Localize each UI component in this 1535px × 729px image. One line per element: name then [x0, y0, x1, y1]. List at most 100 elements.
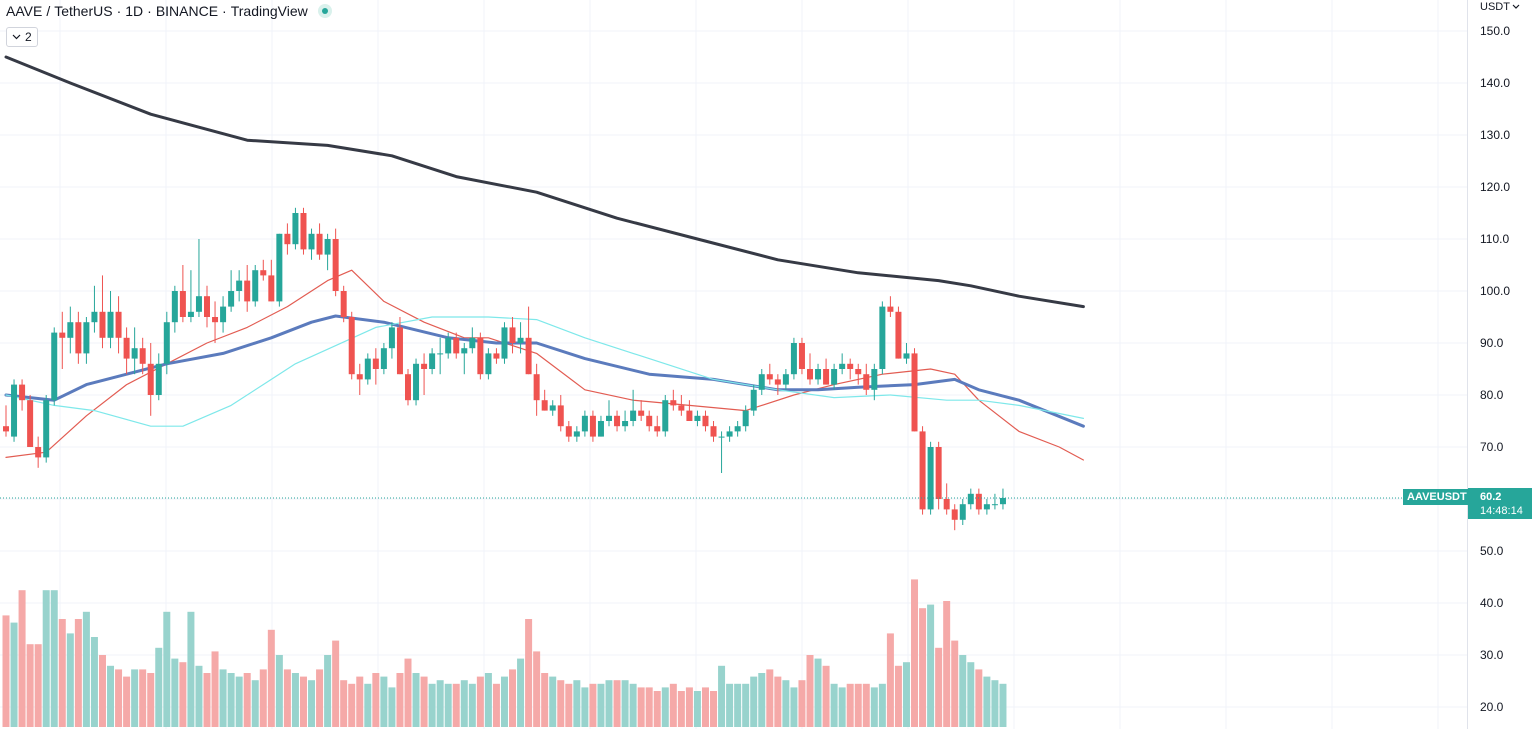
- indicators-toggle-button[interactable]: 2: [6, 27, 38, 47]
- candle-body: [19, 384, 26, 401]
- volume-bar: [959, 655, 967, 727]
- candle-body: [139, 348, 146, 364]
- price-axis[interactable]: 150.0 140.0 130.0 120.0 110.0 100.0 90.0 80.0 70…: [1480, 24, 1510, 714]
- candle: [187, 270, 194, 323]
- candle: [622, 410, 629, 432]
- candle: [171, 285, 178, 333]
- candle-body: [83, 322, 90, 354]
- volume-bar: [605, 680, 613, 727]
- candle-body: [975, 493, 982, 510]
- volume-bar: [227, 673, 235, 727]
- candle: [493, 348, 500, 364]
- candle-body: [879, 306, 886, 369]
- candle-body: [292, 213, 299, 245]
- candle-body: [27, 400, 34, 447]
- price-axis-border: [1467, 0, 1468, 729]
- candle: [115, 296, 122, 354]
- candle-body: [260, 270, 267, 276]
- candle: [967, 488, 974, 510]
- candle: [839, 353, 846, 375]
- indicator-count: 2: [25, 30, 32, 44]
- candle: [798, 337, 805, 375]
- candle: [139, 337, 146, 375]
- currency-select[interactable]: USDT: [1480, 1, 1520, 13]
- market-status-icon[interactable]: [317, 4, 332, 18]
- volume-bar: [541, 673, 549, 727]
- volume-bar: [299, 676, 307, 727]
- candle-body: [903, 353, 910, 359]
- candle: [975, 488, 982, 515]
- candle-body: [469, 337, 476, 349]
- volume-bar: [115, 669, 123, 727]
- price-tick-label: 90.0: [1480, 336, 1504, 350]
- volume-bar: [597, 683, 605, 727]
- volume-bar: [123, 676, 131, 727]
- candle-body: [195, 296, 202, 312]
- volume-bar: [581, 687, 589, 727]
- candle-body: [332, 239, 339, 291]
- volume-bar: [629, 683, 637, 727]
- candle: [453, 332, 460, 359]
- volume-bar: [58, 619, 66, 727]
- volume-bar: [18, 590, 26, 727]
- candle: [155, 353, 162, 401]
- candle-body: [405, 374, 411, 401]
- symbol-name[interactable]: AAVE: [6, 3, 43, 19]
- candle-body: [75, 322, 82, 354]
- volume-bar: [163, 611, 171, 727]
- candle-body: [927, 447, 934, 510]
- candle-body: [340, 291, 347, 317]
- volume-bar: [444, 683, 452, 727]
- volume-bar: [396, 673, 404, 727]
- candle: [509, 317, 516, 354]
- candle-body: [839, 363, 846, 369]
- candle-body: [541, 400, 548, 411]
- volume-bar: [308, 680, 316, 727]
- candle-body: [228, 291, 235, 307]
- volume-bar: [131, 669, 139, 727]
- candle-body: [815, 369, 822, 380]
- candle-body: [951, 509, 958, 520]
- candle: [710, 421, 717, 442]
- last-price-value: 60.2: [1480, 491, 1502, 503]
- candle-body: [557, 405, 564, 427]
- volume-bar: [661, 687, 669, 727]
- candle-body: [999, 497, 1006, 505]
- price-tick-label: 100.0: [1480, 284, 1510, 298]
- volume-bar: [348, 683, 356, 727]
- candle: [147, 343, 154, 416]
- candle-body: [718, 436, 725, 438]
- moving-average-line: [4, 55, 1085, 309]
- candle: [51, 327, 58, 406]
- candle: [533, 363, 540, 416]
- volume-bar: [372, 673, 380, 727]
- candle: [59, 311, 66, 369]
- volume-bar: [935, 647, 943, 727]
- candle: [123, 327, 130, 375]
- candle-body: [155, 363, 162, 395]
- candle-body: [646, 415, 653, 427]
- candle-body: [702, 415, 709, 427]
- candle: [413, 358, 420, 406]
- volume-bar: [468, 683, 476, 727]
- candle: [541, 389, 548, 411]
- candle-body: [187, 311, 194, 317]
- candle: [19, 379, 26, 411]
- volume-bar: [436, 680, 444, 727]
- interval-label[interactable]: 1D: [125, 3, 144, 19]
- price-tick-label: 150.0: [1480, 24, 1510, 38]
- volume-bar: [10, 622, 18, 727]
- candle-body: [983, 504, 990, 510]
- candle-body: [485, 353, 492, 375]
- candle: [445, 332, 452, 359]
- price-tick-label: 130.0: [1480, 128, 1510, 142]
- candle-body: [461, 348, 468, 354]
- candle-body: [606, 415, 612, 421]
- currency-label: USDT: [1480, 1, 1510, 13]
- volume-bar: [894, 665, 902, 727]
- volume-bar: [98, 655, 106, 727]
- candle: [903, 343, 910, 364]
- slash-sep: /: [46, 3, 51, 19]
- candle-body: [244, 280, 251, 302]
